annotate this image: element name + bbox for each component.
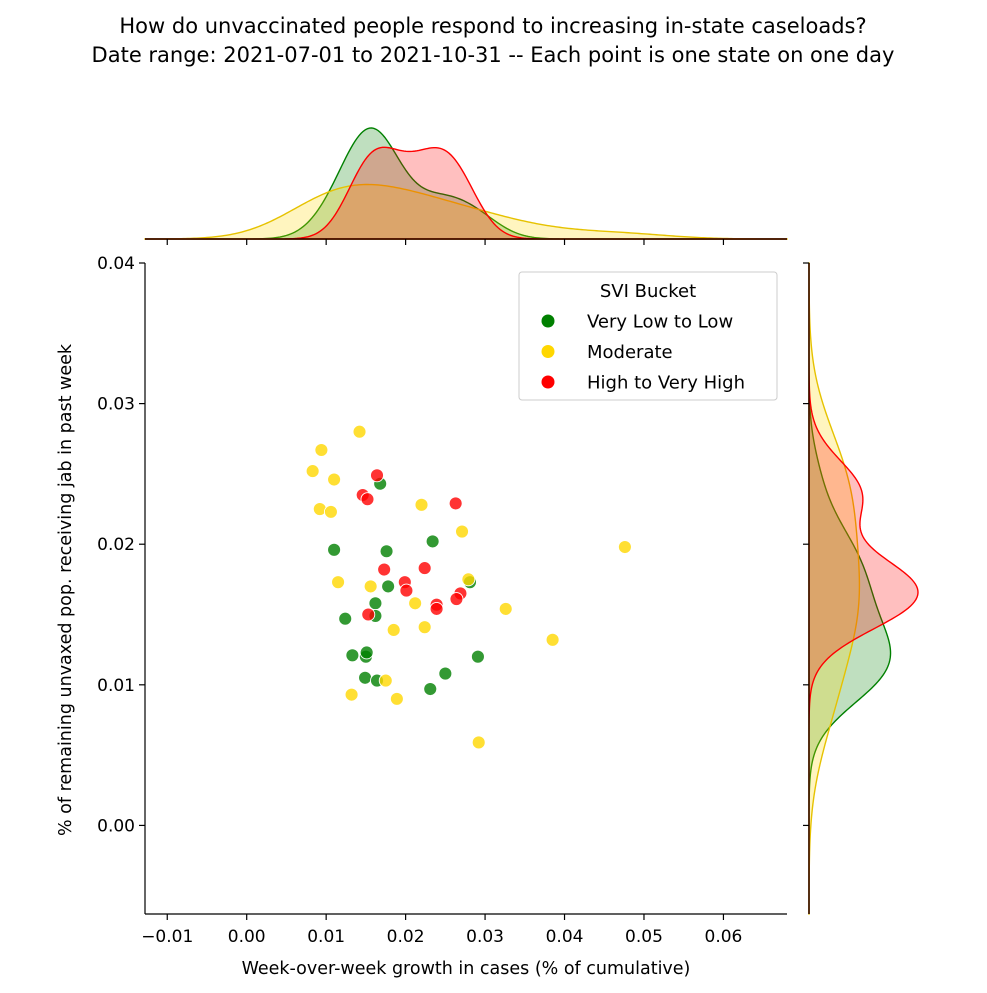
scatter-point: [470, 649, 485, 664]
scatter-point: [338, 611, 353, 626]
right-density-curve: [808, 262, 861, 915]
x-axis-label: Week-over-week growth in cases (% of cum…: [242, 959, 691, 979]
scatter-point: [314, 443, 329, 457]
scatter-point: [408, 596, 423, 611]
scatter-point: [368, 596, 383, 611]
x-tick-label: 0.03: [466, 927, 504, 947]
legend-marker: [541, 375, 555, 389]
scatter-point: [377, 562, 392, 577]
top-marginal-density: [144, 127, 788, 245]
scatter-point: [361, 607, 376, 622]
scatter-point: [327, 542, 342, 557]
y-axis-ticks: 0.00 0.01 0.02 0.03 0.04: [97, 254, 145, 836]
x-tick-label: 0.04: [546, 927, 584, 947]
legend-box: [518, 271, 778, 401]
scatter-point: [345, 648, 360, 663]
x-tick-label: 0.02: [387, 927, 425, 947]
scatter-point: [423, 682, 438, 696]
y-tick-label: 0.04: [97, 254, 135, 274]
x-axis-ticks: −0.01 0.00 0.01 0.02 0.03 0.04 0.05 0.06: [141, 914, 742, 947]
top-density-curve: [144, 183, 788, 240]
scatter-point: [358, 670, 373, 685]
scatter-point: [471, 735, 486, 750]
scatter-point: [381, 579, 396, 594]
scatter-point: [379, 544, 394, 559]
y-tick-label: 0.01: [97, 676, 135, 696]
scatter-point: [498, 601, 513, 616]
chart-subtitle: Date range: 2021-07-01 to 2021-10-31 -- …: [92, 43, 895, 67]
scatter-point: [344, 687, 359, 702]
scatter-point: [327, 472, 342, 487]
scatter-point: [417, 620, 432, 635]
scatter-point: [370, 468, 384, 483]
x-tick-label: 0.06: [705, 927, 743, 947]
y-tick-label: 0.03: [97, 395, 135, 415]
scatter-point: [545, 632, 560, 647]
scatter-point: [417, 561, 432, 576]
legend-label: High to Very High: [587, 373, 745, 394]
scatter-point: [455, 524, 469, 539]
scatter-point: [389, 691, 404, 706]
scatter-point: [352, 424, 367, 439]
scatter-point: [360, 492, 375, 507]
x-tick-label: 0.01: [307, 927, 345, 947]
x-tick-label: 0.05: [625, 927, 663, 947]
scatter-point: [399, 583, 414, 598]
scatter-point: [414, 497, 429, 512]
x-tick-label: 0.00: [228, 927, 266, 947]
scatter-point: [449, 592, 464, 606]
legend: SVI Bucket Very Low to Low Moderate High t…: [518, 271, 778, 401]
y-axis-label: % of remaining unvaxed pop. receiving ja…: [56, 343, 76, 836]
chart-title: How do unvaccinated people respond to in…: [119, 14, 866, 38]
y-tick-label: 0.02: [97, 535, 135, 555]
scatter-point: [378, 673, 393, 688]
legend-label: Moderate: [587, 342, 673, 363]
scatter-point: [425, 534, 440, 549]
legend-marker: [541, 345, 555, 358]
scatter-point: [438, 666, 453, 681]
legend-marker: [541, 314, 555, 328]
scatter-point: [359, 645, 374, 660]
scatter-point: [448, 496, 463, 511]
scatter-point: [386, 623, 401, 637]
scatter-point: [323, 504, 338, 519]
scatter-point: [363, 579, 378, 594]
scatter-point: [461, 572, 476, 587]
scatter-point: [305, 464, 320, 479]
x-tick-label: −0.01: [141, 927, 193, 947]
scatter-point: [331, 575, 346, 590]
main-scatter-axes: [144, 263, 787, 915]
scatter-point: [429, 601, 444, 616]
right-marginal-density: [803, 262, 919, 915]
y-tick-label: 0.00: [97, 816, 135, 836]
scatter-point: [617, 540, 632, 554]
scatter-points: [305, 424, 632, 750]
legend-title: SVI Bucket: [600, 281, 696, 302]
legend-label: Very Low to Low: [587, 312, 733, 333]
